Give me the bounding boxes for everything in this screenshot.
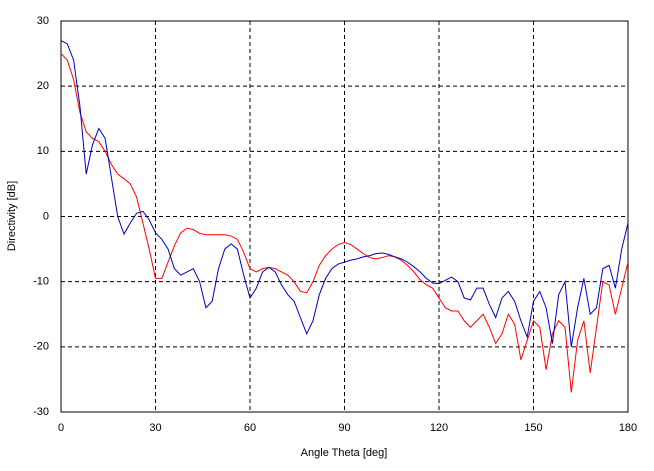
x-axis-label: Angle Theta [deg] [301, 447, 388, 459]
x-tick-label: 60 [244, 422, 256, 434]
x-tick-label: 180 [619, 422, 637, 434]
y-tick-label: -30 [33, 406, 49, 418]
y-tick-label: -10 [33, 276, 49, 288]
y-tick-label: 30 [37, 15, 49, 27]
x-tick-label: 120 [430, 422, 448, 434]
x-tick-label: 90 [338, 422, 350, 434]
y-axis-label: Directivity [dB] [6, 181, 18, 251]
y-tick-label: 0 [43, 210, 49, 222]
x-tick-label: 150 [524, 422, 542, 434]
y-tick-label: -20 [33, 341, 49, 353]
x-tick-label: 30 [149, 422, 161, 434]
data-line [60, 53, 629, 393]
y-tick-label: 20 [37, 80, 49, 92]
y-tick-label: 10 [37, 145, 49, 157]
plot-border [60, 20, 629, 413]
data-line [60, 40, 629, 347]
x-tick-label: 0 [58, 422, 64, 434]
